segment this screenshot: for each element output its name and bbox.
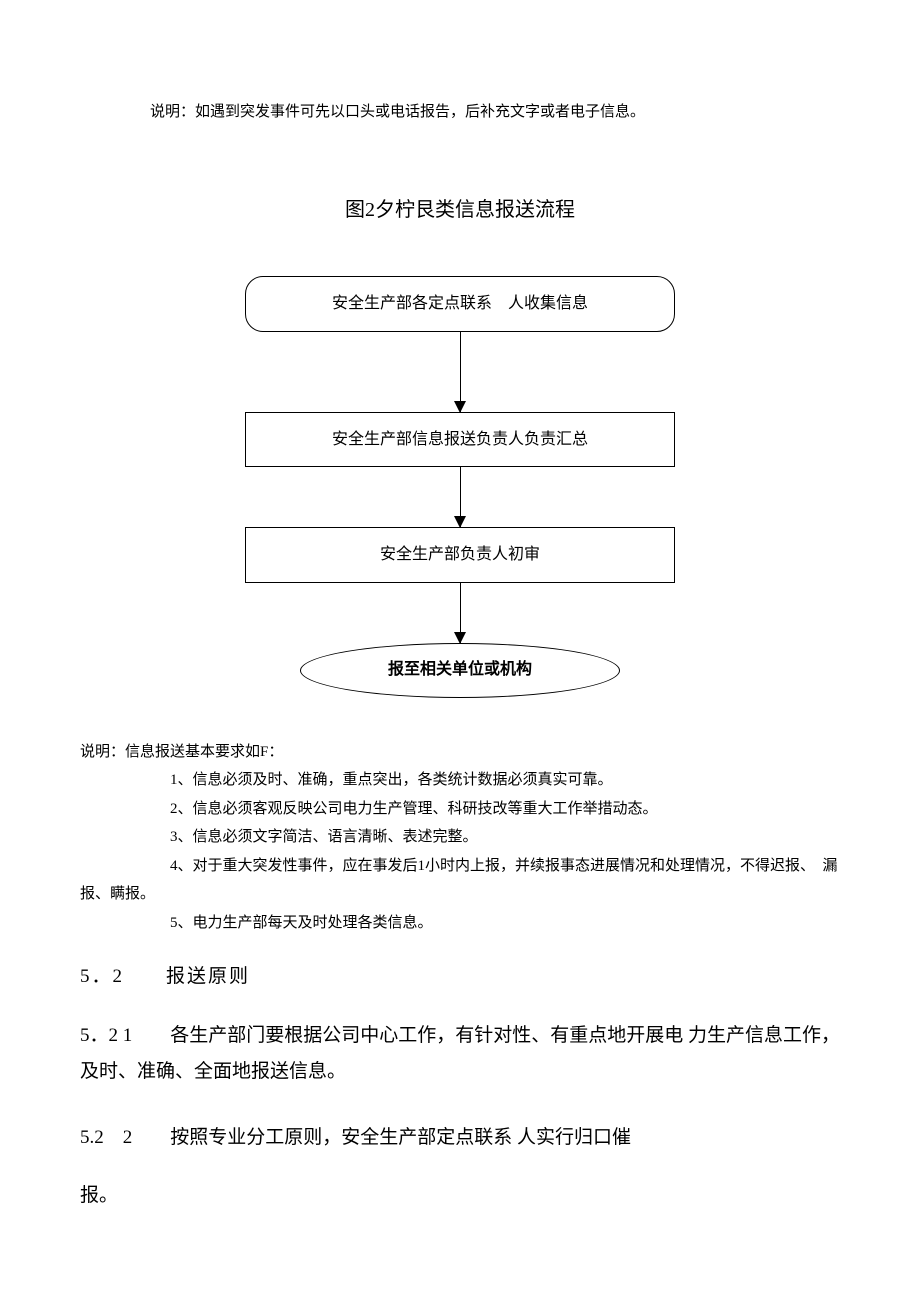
flow-arrow-0 xyxy=(245,332,675,412)
req-intro: 说明：信息报送基本要求如F： xyxy=(80,738,840,767)
flow-node-1: 安全生产部信息报送负责人负责汇总 xyxy=(245,412,675,468)
req-item-4-cont: 报、瞒报。 xyxy=(80,880,840,909)
section-5-2-2: 5.2 2 按照专业分工原则，安全生产部定点联系 人实行归口催 xyxy=(80,1120,840,1156)
section-5-2-heading: 5．2 报送原则 xyxy=(80,962,840,992)
req-item-3: 3、信息必须文字简洁、语言清晰、表述完整。 xyxy=(170,823,840,852)
req-item-4: 4、对于重大突发性事件，应在事发后1小时内上报，并续报事态进展情况和处理情况，不… xyxy=(170,852,840,881)
flow-node-3: 报至相关单位或机构 xyxy=(300,643,620,698)
flow-node-2: 安全生产部负责人初审 xyxy=(245,527,675,583)
section-5-2-2-cont: 报。 xyxy=(80,1181,840,1211)
flow-arrow-2 xyxy=(245,583,675,643)
top-note: 说明：如遇到突发事件可先以口头或电话报告，后补充文字或者电子信息。 xyxy=(150,100,840,124)
section-5-2-1: 5．2 1 各生产部门要根据公司中心工作，有针对性、有重点地开展电 力生产信息工… xyxy=(80,1018,840,1090)
req-item-2: 2、信息必须客观反映公司电力生产管理、科研技改等重大工作举措动态。 xyxy=(170,795,840,824)
flowchart: 安全生产部各定点联系 人收集信息 安全生产部信息报送负责人负责汇总 安全生产部负… xyxy=(245,276,675,698)
flow-node-0: 安全生产部各定点联系 人收集信息 xyxy=(245,276,675,332)
req-item-5: 5、电力生产部每天及时处理各类信息。 xyxy=(170,909,840,938)
requirements-block: 说明：信息报送基本要求如F： 1、信息必须及时、准确，重点突出，各类统计数据必须… xyxy=(80,738,840,938)
figure-title: 图2夕柠艮类信息报送流程 xyxy=(80,194,840,226)
req-item-1: 1、信息必须及时、准确，重点突出，各类统计数据必须真实可靠。 xyxy=(170,766,840,795)
flow-arrow-1 xyxy=(245,467,675,527)
